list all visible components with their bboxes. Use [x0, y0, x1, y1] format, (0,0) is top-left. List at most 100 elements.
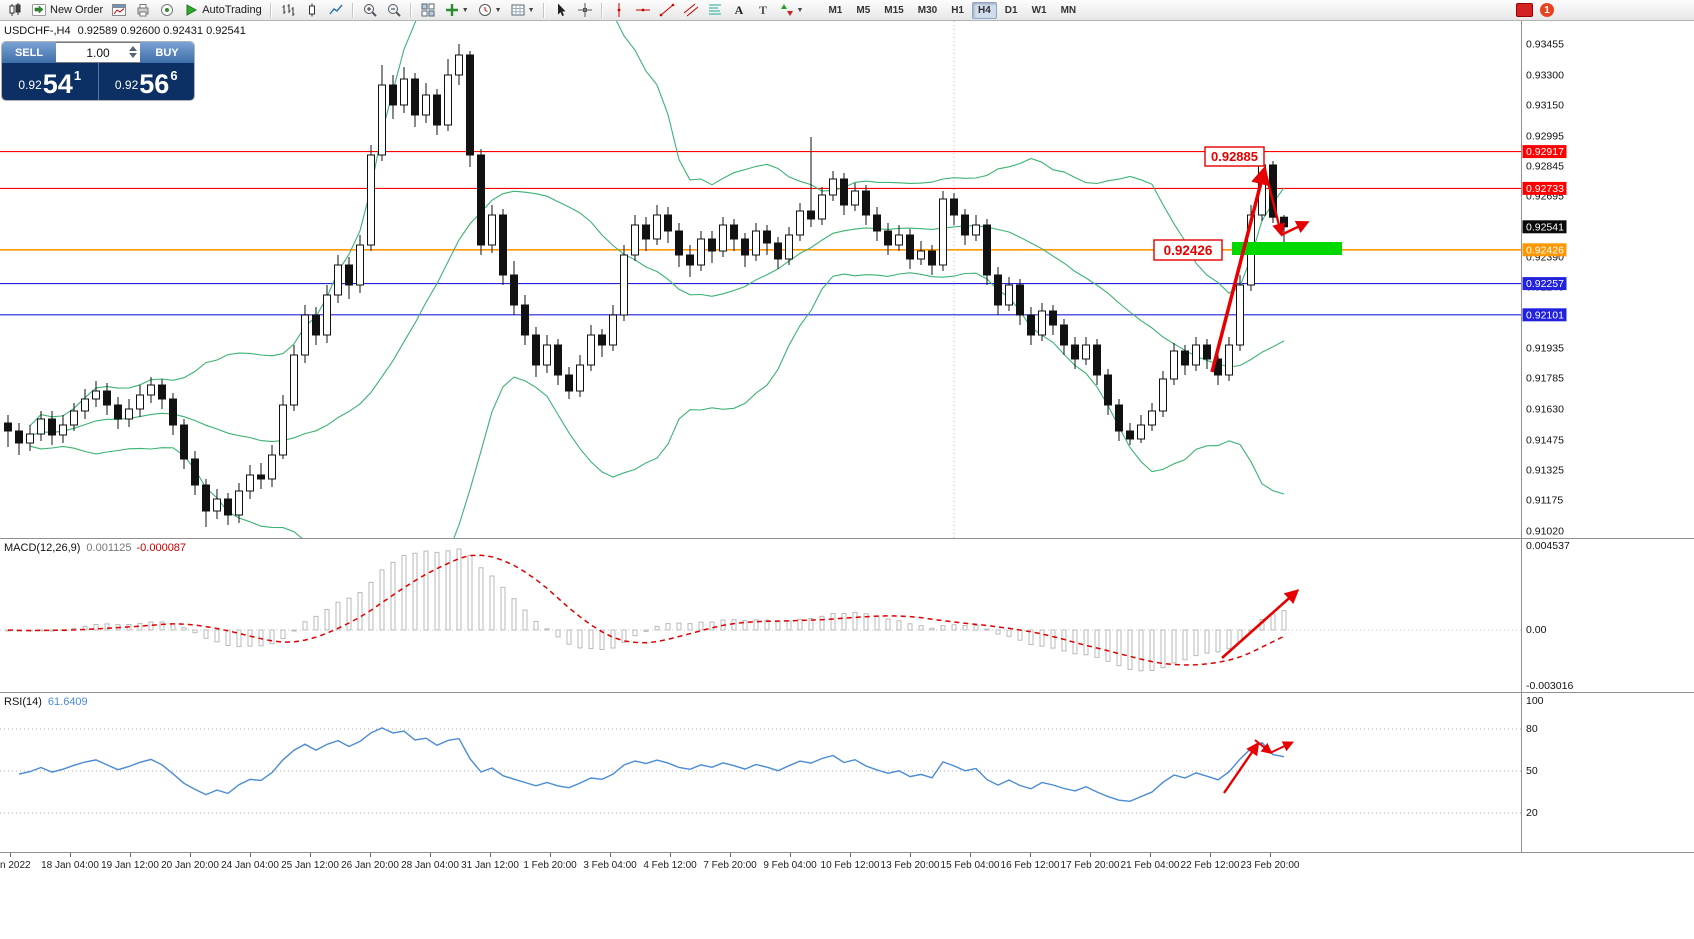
rsi-trend-arrow[interactable] [1223, 741, 1260, 794]
buy-price[interactable]: 0.92 56 6 [114, 68, 178, 99]
level-price-box [1522, 181, 1567, 195]
rsi-indicator-panel[interactable]: 100 80 50 20 RSI(14) 61.6409 [0, 692, 1694, 852]
buy-button[interactable]: BUY [140, 42, 194, 63]
notification-badge[interactable]: 1 [1540, 3, 1554, 17]
timeframe-button-m15[interactable]: M15 [884, 4, 904, 16]
peak-price-callout[interactable] [1204, 146, 1265, 167]
macd-scale[interactable]: 0.004537 0.00 -0.003016 [1521, 539, 1574, 692]
toolbar-left-group: New Order AutoTrading ▼ ▼ ▼ A T ▼ [3, 0, 807, 20]
trend-annotation-arrows[interactable] [1210, 165, 1310, 373]
horizontal-level-lines[interactable] [0, 151, 1521, 316]
toolbar-separator [600, 2, 603, 18]
price-tick-label: 0.91020 [1526, 526, 1564, 538]
sell-button[interactable]: SELL [2, 42, 56, 63]
text-label-icon[interactable]: T [752, 0, 774, 20]
indicators-icon[interactable]: ▼ [441, 0, 472, 20]
line-chart-icon[interactable] [325, 0, 347, 20]
alert-icon[interactable] [1516, 3, 1533, 17]
toolbar-separator [542, 2, 545, 18]
bullish-trend-arrow[interactable] [1210, 165, 1270, 373]
trendline-icon[interactable] [656, 0, 678, 20]
level-price-text: 0.92101 [1526, 309, 1564, 321]
timeframe-button-m5[interactable]: M5 [856, 4, 871, 16]
macd-signal-line [7, 554, 1285, 666]
timeframe-button-w1[interactable]: W1 [1031, 4, 1047, 16]
rsi-canvas[interactable]: 100 80 50 20 [0, 693, 1694, 852]
rsi-dip-arrow[interactable] [1254, 739, 1273, 755]
svg-text:A: A [734, 3, 743, 17]
time-tick [70, 853, 71, 857]
timeframe-button-m30[interactable]: M30 [917, 4, 938, 16]
expert-advisor-icon[interactable] [156, 0, 178, 20]
rsi-scale[interactable]: 100 80 50 20 [1521, 693, 1544, 852]
time-axis-label: 4 Feb 12:00 [643, 860, 697, 871]
rsi-bounce-arrow[interactable] [1269, 741, 1294, 754]
macd-trend-arrow[interactable] [1221, 589, 1300, 659]
vertical-line-icon[interactable] [608, 0, 630, 20]
sell-price[interactable]: 0.92 54 1 [2, 63, 99, 100]
fibonacci-retracement-icon[interactable] [704, 0, 726, 20]
level-price-text: 0.92257 [1526, 278, 1564, 290]
bar-chart-icon[interactable] [277, 0, 299, 20]
price-tick-label: 0.92845 [1526, 161, 1564, 173]
time-tick [550, 853, 551, 857]
ohlc-values: 0.92589 0.92600 0.92431 0.92541 [77, 25, 246, 37]
timeframe-button-mn[interactable]: MN [1060, 4, 1077, 16]
time-axis-label: 26 Jan 20:00 [341, 860, 399, 871]
tile-windows-icon[interactable] [417, 0, 439, 20]
zoom-in-icon[interactable] [359, 0, 381, 20]
volume-input[interactable]: 1.00 [56, 42, 140, 63]
candlestick-chart-icon[interactable] [301, 0, 323, 20]
rsi-tick-label: 50 [1526, 765, 1538, 777]
timeframe-button-h4[interactable]: H4 [971, 1, 997, 19]
macd-indicator-panel[interactable]: 0.004537 0.00 -0.003016 MACD(12,26,9) 0.001… [0, 538, 1694, 692]
text-icon[interactable]: A [728, 0, 750, 20]
periods-icon[interactable]: ▼ [474, 0, 505, 20]
volume-down-icon[interactable] [129, 53, 137, 58]
volume-value: 1.00 [86, 45, 110, 60]
print-icon[interactable] [132, 0, 154, 20]
main-chart-canvas[interactable]: 0.92885 0.92426 0.93455 0.93300 0.93150 0.929… [0, 21, 1694, 538]
autotrading-button[interactable]: AutoTrading [180, 0, 265, 20]
charts-window-icon[interactable] [4, 0, 26, 20]
cursor-icon[interactable] [550, 0, 572, 20]
price-scale[interactable]: 0.934550.933000.931500.929950.928450.926… [1521, 21, 1567, 538]
one-click-trading-panel: SELL 1.00 BUY 0.92 54 1 0.92 56 6 [2, 42, 194, 100]
rsi-annotation-arrows[interactable] [1223, 739, 1294, 794]
level-price-box [1522, 243, 1567, 257]
toolbar-separator [409, 2, 412, 18]
arrows-icon[interactable]: ▼ [776, 0, 807, 20]
new-order-button[interactable]: New Order [28, 0, 106, 20]
bounce-arrow[interactable] [1280, 221, 1310, 237]
peak-price-text: 0.92885 [1211, 149, 1258, 164]
templates-icon[interactable]: ▼ [507, 0, 538, 20]
horizontal-line-icon[interactable] [632, 0, 654, 20]
zoom-out-icon[interactable] [383, 0, 405, 20]
macd-canvas[interactable]: 0.004537 0.00 -0.003016 [0, 539, 1694, 692]
toolbar-right-group: 1 [1516, 3, 1554, 17]
timeframe-button-h1[interactable]: H1 [951, 4, 964, 16]
price-chart-panel[interactable]: 0.92885 0.92426 0.93455 0.93300 0.93150 0.929… [0, 21, 1694, 538]
time-axis-label: 20 Jan 20:00 [161, 860, 219, 871]
price-tick-label: 0.93300 [1526, 70, 1564, 82]
time-tick [1030, 853, 1031, 857]
price-callout-labels[interactable]: 0.92885 0.92426 [1153, 146, 1265, 261]
zone-price-callout[interactable] [1153, 239, 1223, 261]
timeframe-button-m1[interactable]: M1 [828, 4, 843, 16]
volume-stepper[interactable] [129, 46, 137, 58]
support-zone-highlight[interactable] [1232, 242, 1342, 255]
time-axis-label: 23 Feb 20:00 [1240, 860, 1300, 871]
chart-window-icon[interactable] [108, 0, 130, 20]
equidistant-channel-icon[interactable] [680, 0, 702, 20]
level-price-box [1522, 145, 1567, 159]
price-tick-label: 0.93150 [1526, 100, 1564, 112]
timeframe-button-d1[interactable]: D1 [1004, 4, 1018, 16]
rsi-tick-label: 20 [1526, 807, 1538, 819]
toolbar-separator [269, 2, 272, 18]
price-tick-label: 0.91785 [1526, 373, 1564, 385]
volume-up-icon[interactable] [129, 46, 137, 51]
time-tick [1210, 853, 1211, 857]
crosshair-icon[interactable] [574, 0, 596, 20]
pullback-arrow[interactable] [1265, 177, 1286, 237]
